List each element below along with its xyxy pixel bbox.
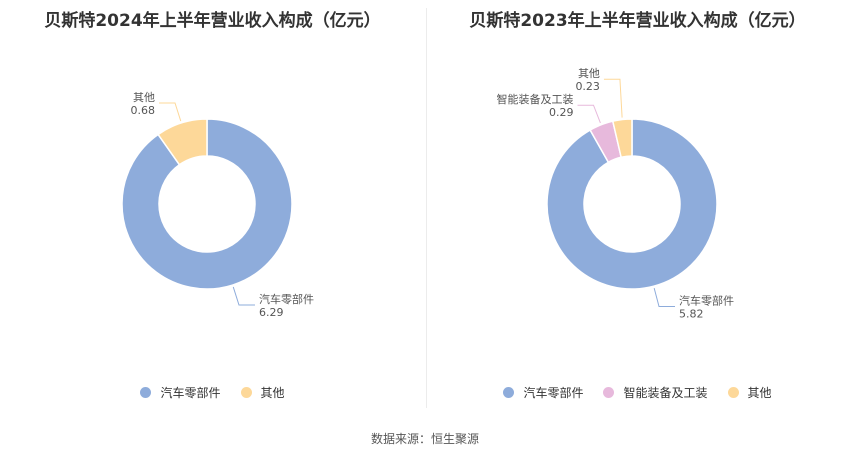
legend-dot-icon [727, 387, 739, 398]
slice-label: 汽车零部件 [679, 294, 734, 308]
legend: 汽车零部件 智能装备及工装 其他 [425, 384, 850, 401]
donut-slice-0[interactable] [121, 118, 293, 290]
leader-line-1 [159, 102, 182, 122]
slice-label: 其他 [133, 91, 155, 104]
slice-label: 汽车零部件 [259, 292, 314, 306]
donut-slice-1[interactable] [157, 118, 208, 166]
legend-label: 汽车零部件 [523, 386, 584, 400]
slice-label: 其他 [578, 67, 600, 80]
legend: 汽车零部件 其他 [0, 384, 425, 401]
legend-item[interactable]: 其他 [240, 384, 285, 401]
legend-label: 智能装备及工装 [623, 386, 708, 400]
donut-slice-2[interactable] [611, 118, 633, 159]
legend-dot-icon [603, 387, 615, 398]
legend-dot-icon [503, 387, 515, 398]
chart-2024: 贝斯特2024年上半年营业收入构成（亿元） 汽车零部件 6.29 其他 0.68 汽车… [0, 0, 425, 410]
chart-title: 贝斯特2023年上半年营业收入构成（亿元） [469, 11, 806, 31]
chart-2023: 贝斯特2023年上半年营业收入构成（亿元） 汽车零部件 5.82 智能装备及工装 0.… [425, 0, 850, 410]
leader-line-0 [653, 288, 676, 308]
slice-label: 智能装备及工装 [497, 92, 574, 106]
leader-line-1 [577, 104, 601, 124]
slice-value: 0.23 [575, 80, 600, 93]
source-note: 数据来源：恒生聚源 [370, 432, 479, 446]
legend-label: 其他 [260, 386, 285, 400]
legend-dot-icon [240, 387, 252, 398]
donut-slice-0[interactable] [546, 118, 718, 290]
leader-line-0 [232, 286, 255, 306]
legend-label: 其他 [747, 386, 772, 400]
panel-divider [426, 8, 427, 408]
legend-dot-icon [140, 387, 152, 398]
legend-label: 汽车零部件 [160, 386, 221, 400]
slice-value: 0.29 [549, 106, 574, 119]
legend-item[interactable]: 其他 [727, 384, 772, 401]
leader-line-2 [603, 78, 623, 118]
legend-item[interactable]: 汽车零部件 [503, 384, 583, 401]
chart-title: 贝斯特2024年上半年营业收入构成（亿元） [44, 11, 381, 31]
slice-value: 6.29 [259, 306, 284, 319]
legend-item[interactable]: 智能装备及工装 [603, 384, 708, 401]
slice-value: 5.82 [679, 308, 704, 321]
legend-item[interactable]: 汽车零部件 [140, 384, 221, 401]
slice-value: 0.68 [131, 104, 156, 117]
